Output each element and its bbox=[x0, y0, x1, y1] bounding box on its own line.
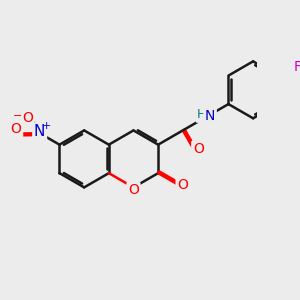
Text: O: O bbox=[128, 183, 139, 197]
Text: O: O bbox=[177, 178, 188, 192]
Text: +: + bbox=[42, 121, 52, 130]
Text: O: O bbox=[11, 122, 22, 136]
Text: O: O bbox=[22, 111, 33, 124]
Text: N: N bbox=[205, 109, 215, 123]
Text: N: N bbox=[34, 124, 45, 140]
Text: −: − bbox=[13, 111, 22, 121]
Text: F: F bbox=[294, 60, 300, 74]
Text: H: H bbox=[197, 108, 207, 122]
Text: O: O bbox=[193, 142, 204, 156]
